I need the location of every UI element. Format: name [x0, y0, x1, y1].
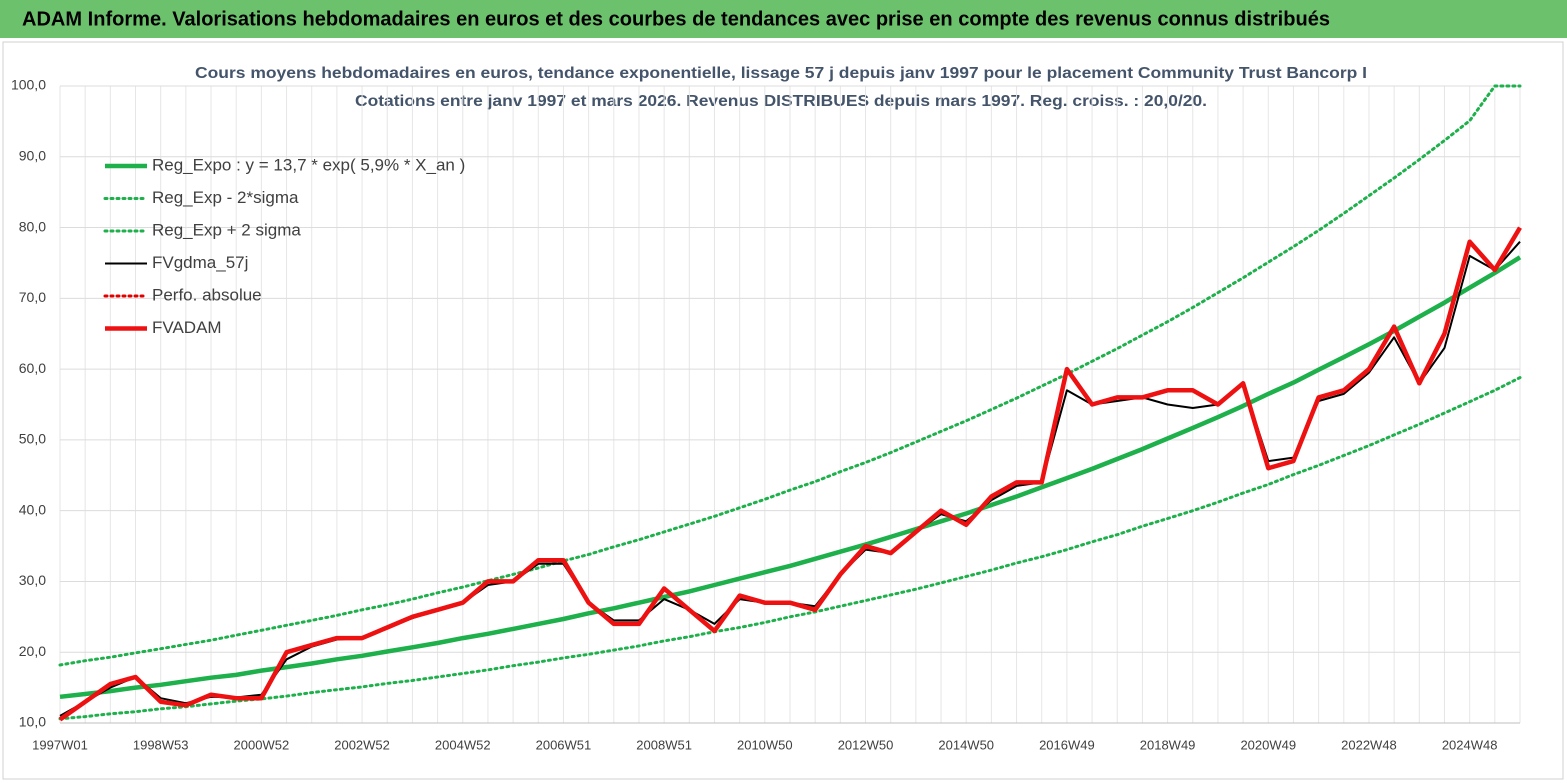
- x-tick-label: 2006W51: [536, 737, 592, 752]
- chart-subtitle: Cotations entre janv 1997 et mars 2026. …: [355, 93, 1207, 110]
- chart-frame: [2, 41, 1564, 780]
- y-tick-label: 80,0: [19, 218, 46, 234]
- legend-label: FVgdma_57j: [152, 253, 248, 272]
- x-tick-label: 1997W01: [32, 737, 88, 752]
- legend-label: Perfo. absolue: [152, 285, 262, 304]
- series-line: [59, 255, 1522, 700]
- x-tick-label: 2010W50: [737, 737, 793, 752]
- series-line: [58, 84, 1522, 667]
- y-tick-label: 90,0: [19, 147, 46, 163]
- x-tick-label: 2004W52: [435, 737, 491, 752]
- x-tick-label: 1998W53: [133, 737, 189, 752]
- header-bar: [0, 0, 1567, 38]
- x-tick-label: 2012W50: [838, 737, 894, 752]
- legend-label: FVADAM: [152, 318, 222, 337]
- x-tick-label: 2016W49: [1039, 737, 1095, 752]
- x-tick-label: 2000W52: [234, 737, 290, 752]
- legend-label: Reg_Exp + 2 sigma: [152, 220, 301, 239]
- chart-title: Cours moyens hebdomadaires en euros, ten…: [195, 65, 1367, 82]
- page-title: ADAM Informe. Valorisations hebdomadaire…: [22, 8, 1330, 30]
- y-tick-label: 40,0: [19, 501, 46, 517]
- y-tick-label: 10,0: [19, 714, 46, 730]
- x-tick-label: 2022W48: [1341, 737, 1397, 752]
- x-tick-label: 2008W51: [636, 737, 692, 752]
- x-tick-label: 2024W48: [1442, 737, 1498, 752]
- y-tick-label: 20,0: [19, 643, 46, 659]
- y-tick-label: 100,0: [11, 77, 46, 93]
- legend-label: Reg_Expo : y = 13,7 * exp( 5,9% * X_an ): [152, 155, 465, 174]
- x-tick-label: 2018W49: [1140, 737, 1196, 752]
- series-line: [58, 376, 1522, 721]
- legend-label: Reg_Exp - 2*sigma: [152, 188, 299, 207]
- series-line: [58, 226, 1522, 722]
- x-tick-label: 2020W49: [1240, 737, 1296, 752]
- y-tick-label: 50,0: [19, 431, 46, 447]
- x-tick-label: 2014W50: [938, 737, 994, 752]
- y-tick-label: 70,0: [19, 289, 46, 305]
- y-tick-label: 30,0: [19, 572, 46, 588]
- y-tick-label: 60,0: [19, 360, 46, 376]
- x-tick-label: 2002W52: [334, 737, 390, 752]
